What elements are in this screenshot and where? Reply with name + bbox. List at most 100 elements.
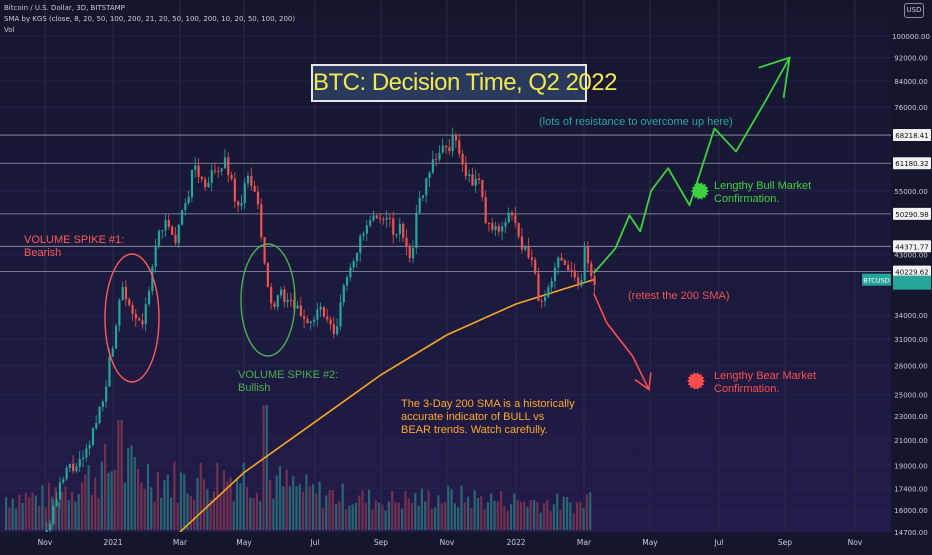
candle-body <box>527 246 530 258</box>
volume-bar <box>394 502 397 530</box>
candle-body <box>286 299 289 302</box>
volume-bar <box>54 487 57 530</box>
volume-bar <box>160 497 163 530</box>
spike1-circle <box>104 253 160 383</box>
candle-body <box>62 479 65 483</box>
candle-body <box>570 269 573 271</box>
volume-bar <box>321 507 324 530</box>
volume-bar <box>440 503 443 530</box>
bull-arrowhead <box>758 56 791 98</box>
volume-bar <box>269 479 272 530</box>
volume-bar <box>163 480 166 530</box>
candle-body <box>355 252 359 262</box>
symbol-label: BTCUSD <box>863 277 889 285</box>
x-tick-label: Sep <box>778 538 792 547</box>
volume-bar <box>41 485 44 530</box>
candle-body <box>425 178 428 196</box>
volume-bar <box>84 474 87 530</box>
volume-bar <box>272 498 275 530</box>
volume-bar <box>196 478 199 530</box>
candle-body <box>200 177 203 180</box>
candle-body <box>316 309 319 320</box>
candle-body <box>402 223 405 238</box>
volume-bar <box>74 501 77 530</box>
candle-body <box>550 281 553 288</box>
volume-bar <box>170 497 173 530</box>
volume-bar <box>140 482 143 530</box>
candle-body <box>72 463 75 472</box>
volume-bar <box>209 499 212 530</box>
candle-body <box>540 300 543 302</box>
volume-bar <box>453 503 456 530</box>
candle-body <box>418 197 421 213</box>
volume-bar <box>90 495 93 530</box>
candle-body <box>180 210 184 225</box>
volume-bar <box>265 405 268 530</box>
bear-line2: Confirmation. <box>714 383 780 395</box>
volume-bar <box>199 462 202 530</box>
volume-bar <box>457 507 460 530</box>
candle-body <box>534 259 537 274</box>
x-tick-label: Sep <box>374 538 388 547</box>
candle-body <box>95 423 98 429</box>
candle-body <box>296 305 299 309</box>
candle-body <box>121 286 124 301</box>
volume-bar <box>18 494 21 530</box>
candle-body <box>332 324 335 334</box>
level-badge <box>893 240 931 253</box>
volume-bar <box>14 508 18 530</box>
candle-body <box>319 306 322 310</box>
candle-body <box>233 178 236 202</box>
candle-body <box>494 226 497 230</box>
volume-bar <box>308 486 311 530</box>
note-line1: The 3-Day 200 SMA is a historically <box>401 398 575 410</box>
volume-bar <box>183 474 186 530</box>
candle-body <box>514 215 517 223</box>
level-badge <box>893 265 931 278</box>
volume-bar <box>496 501 499 530</box>
candle-body <box>481 180 484 198</box>
candle-body <box>289 299 293 301</box>
volume-bar <box>417 505 420 530</box>
volume-bar <box>516 499 519 530</box>
volume-bar <box>407 498 410 530</box>
candle-body <box>461 153 464 165</box>
candle-body <box>560 257 563 261</box>
candle-body <box>111 348 114 357</box>
x-tick-label: Jul <box>713 538 723 547</box>
spike2-line1: VOLUME SPIKE #2: <box>238 369 339 381</box>
volume-bar <box>384 510 387 530</box>
candle-body <box>213 170 217 172</box>
chart-title: BTC: Decision Time, Q2 2022 <box>311 64 617 102</box>
volume-bar <box>117 420 120 530</box>
volume-bar <box>104 443 107 530</box>
x-tick-label: Jul <box>309 538 319 547</box>
candle-body <box>520 236 524 250</box>
last-price-badge <box>893 275 931 290</box>
bull-confirmation-label: Lengthy Bull Market Confirmation. <box>714 180 811 206</box>
volume-bar <box>186 493 189 530</box>
volume-bar <box>467 496 470 530</box>
volume-bar <box>523 501 526 530</box>
currency-button[interactable]: USD <box>904 3 924 18</box>
x-tick-label: May <box>236 538 252 547</box>
candle-body <box>395 234 398 236</box>
volume-bar <box>575 502 579 530</box>
x-tick-label: 2022 <box>506 538 525 547</box>
candle-body <box>448 147 451 152</box>
volume-bar <box>64 486 67 530</box>
volume-bar <box>77 493 80 530</box>
chart-legend: Bitcoin / U.S. Dollar, 3D, BITSTAMP SMA … <box>4 3 295 36</box>
volume-bar <box>229 476 232 530</box>
volume-bar <box>107 472 110 530</box>
volume-bar <box>450 489 453 530</box>
candle-body <box>197 165 200 178</box>
candle-body <box>134 313 137 319</box>
resistance-note: (lots of resistance to overcome up here) <box>539 116 733 128</box>
spike1-line1: VOLUME SPIKE #1: <box>24 234 125 246</box>
candle-body <box>382 219 385 221</box>
candle-body <box>161 230 164 232</box>
volume-bar <box>252 497 255 530</box>
candle-body <box>276 295 279 307</box>
volume-bar <box>434 507 437 530</box>
